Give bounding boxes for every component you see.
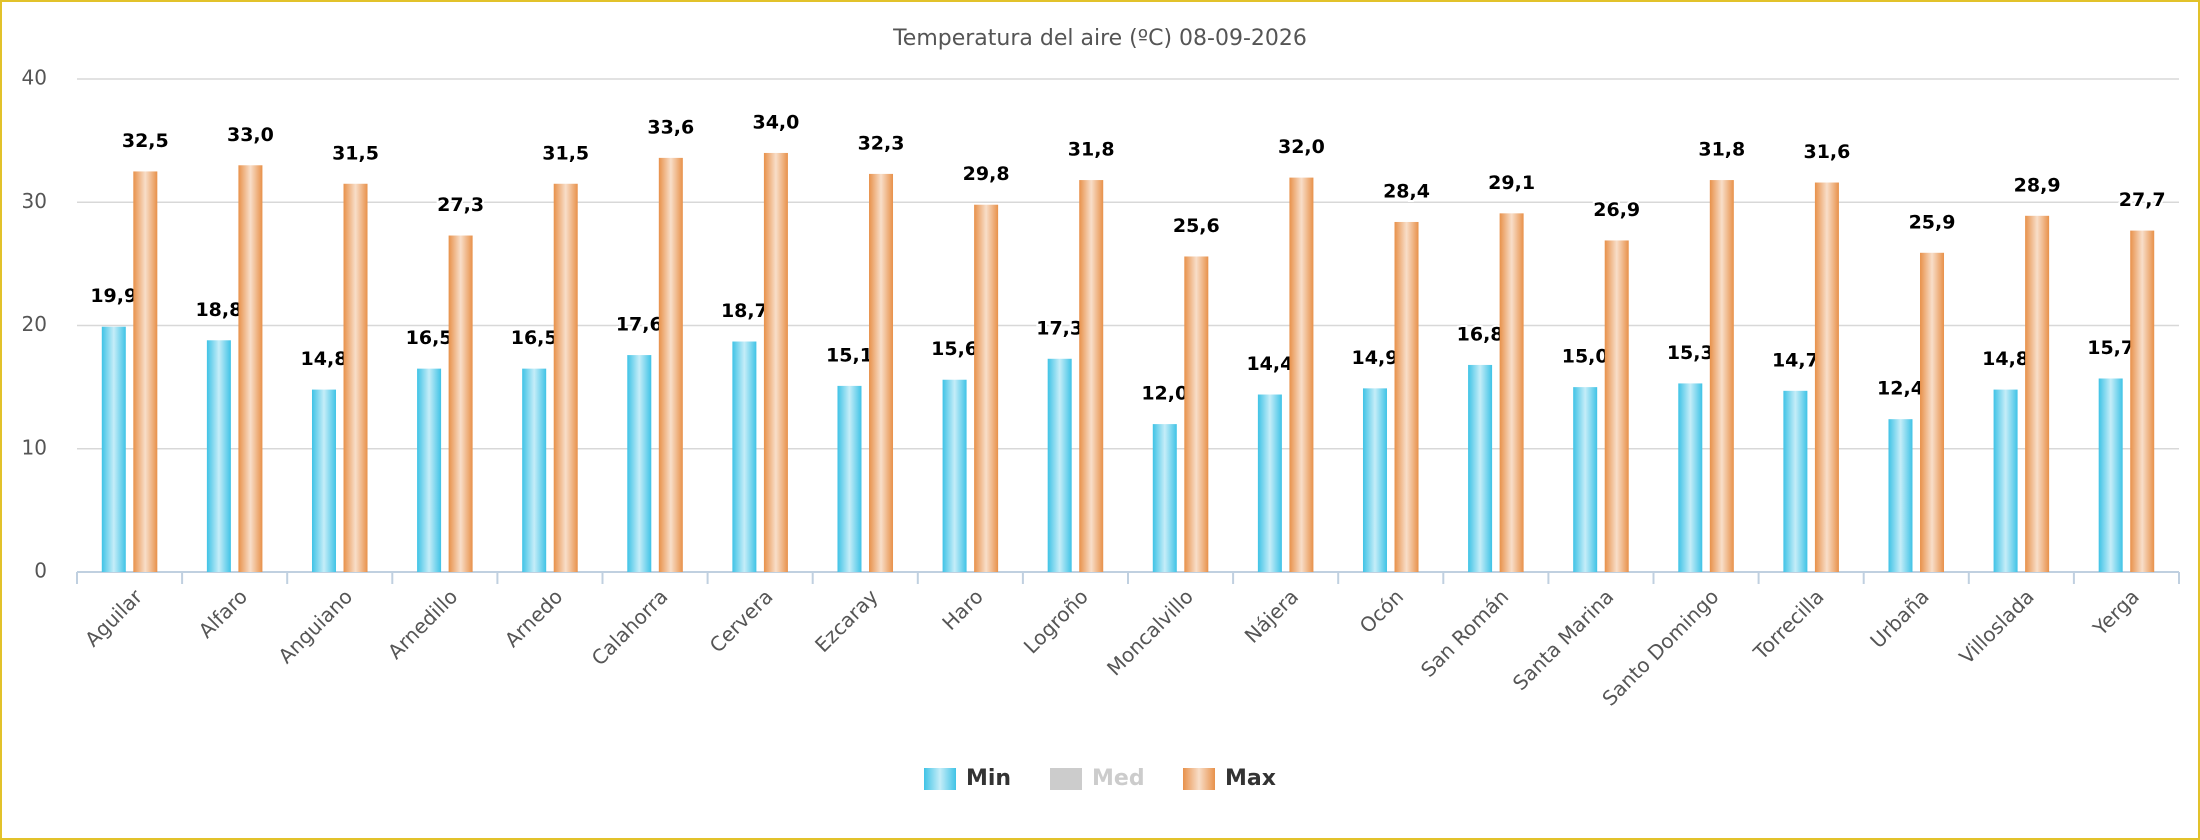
data-label: 26,9: [1593, 199, 1640, 221]
data-label: 18,8: [195, 299, 242, 321]
bar: [1362, 388, 1387, 572]
data-label: 17,3: [1036, 317, 1083, 339]
y-tick-label: 30: [22, 189, 47, 213]
bar: [238, 165, 263, 572]
legend-swatch: [1050, 768, 1082, 790]
y-tick-label: 0: [34, 559, 47, 583]
bar: [1184, 256, 1209, 572]
bar: [343, 183, 368, 572]
legend-label: Med: [1092, 766, 1145, 791]
bar: [1047, 358, 1072, 572]
bar: [133, 171, 158, 572]
data-label: 15,0: [1562, 346, 1609, 368]
data-label: 25,9: [1909, 211, 1956, 233]
bar: [1993, 389, 2018, 572]
bar: [1289, 177, 1314, 572]
data-label: 31,5: [542, 142, 589, 164]
bar: [2025, 215, 2050, 572]
data-label: 28,9: [2014, 174, 2061, 196]
bar: [1709, 180, 1734, 572]
data-label: 16,5: [511, 327, 558, 349]
bar: [1920, 252, 1945, 572]
data-label: 16,5: [406, 327, 453, 349]
bar: [553, 183, 578, 572]
bar: [1678, 383, 1703, 572]
bar: [1888, 419, 1913, 572]
data-label: 31,6: [1803, 141, 1850, 163]
bar: [1257, 394, 1282, 572]
data-label: 32,3: [858, 132, 905, 154]
bar: [1814, 182, 1839, 572]
bar: [732, 341, 757, 572]
bar: [1604, 240, 1629, 572]
data-label: 25,6: [1173, 215, 1220, 237]
y-tick-label: 10: [22, 435, 47, 459]
bar: [974, 204, 999, 572]
bar: [1573, 387, 1598, 572]
data-label: 14,8: [301, 348, 348, 370]
data-label: 16,8: [1457, 323, 1504, 345]
data-label: 32,5: [122, 130, 169, 152]
bar: [206, 340, 231, 572]
data-label: 34,0: [752, 111, 799, 133]
data-label: 33,0: [227, 124, 274, 146]
data-label: 29,8: [963, 163, 1010, 185]
bar: [2130, 230, 2155, 572]
data-label: 29,1: [1488, 172, 1535, 194]
data-label: 12,0: [1141, 383, 1188, 405]
bar: [763, 152, 788, 572]
legend-swatch: [924, 768, 956, 790]
legend-label: Min: [966, 766, 1011, 791]
legend-item[interactable]: Med: [1050, 766, 1145, 791]
bar: [869, 173, 894, 572]
data-label: 33,6: [647, 116, 694, 138]
data-label: 27,7: [2119, 189, 2166, 211]
data-label: 18,7: [721, 300, 768, 322]
data-label: 19,9: [90, 285, 137, 307]
bar: [837, 385, 862, 572]
data-label: 32,0: [1278, 136, 1325, 158]
bar: [1079, 180, 1104, 572]
bar: [1152, 424, 1177, 572]
data-label: 15,1: [826, 344, 873, 366]
data-label: 31,8: [1698, 139, 1745, 161]
y-tick-label: 20: [22, 312, 47, 336]
data-label: 12,4: [1877, 378, 1924, 400]
bar: [658, 157, 683, 572]
data-label: 31,8: [1068, 139, 1115, 161]
bar: [1468, 364, 1493, 572]
data-label: 31,5: [332, 142, 379, 164]
data-label: 15,6: [931, 338, 978, 360]
data-label: 27,3: [437, 194, 484, 216]
bar: [101, 326, 126, 572]
bar: [417, 368, 442, 572]
legend-item[interactable]: Max: [1183, 766, 1276, 791]
bar: [311, 389, 336, 572]
y-tick-label: 40: [22, 66, 47, 90]
bar: [2098, 378, 2123, 572]
legend-label: Max: [1225, 766, 1276, 791]
bar: [522, 368, 547, 572]
data-label: 17,6: [616, 314, 663, 336]
data-label: 14,8: [1982, 348, 2029, 370]
data-label: 15,3: [1667, 342, 1714, 364]
data-label: 14,4: [1246, 353, 1293, 375]
data-label: 28,4: [1383, 180, 1430, 202]
bar: [627, 355, 652, 572]
bar: [448, 235, 473, 572]
legend-swatch: [1183, 768, 1215, 790]
bar: [1499, 213, 1524, 572]
data-label: 15,7: [2087, 337, 2134, 359]
bar: [1783, 390, 1808, 572]
bar: [1394, 221, 1419, 572]
legend-item[interactable]: Min: [924, 766, 1011, 791]
data-label: 14,7: [1772, 349, 1819, 371]
bar: [942, 379, 967, 572]
chart-title: Temperatura del aire (ºC) 08-09-2026: [892, 26, 1307, 51]
data-label: 14,9: [1352, 347, 1399, 369]
